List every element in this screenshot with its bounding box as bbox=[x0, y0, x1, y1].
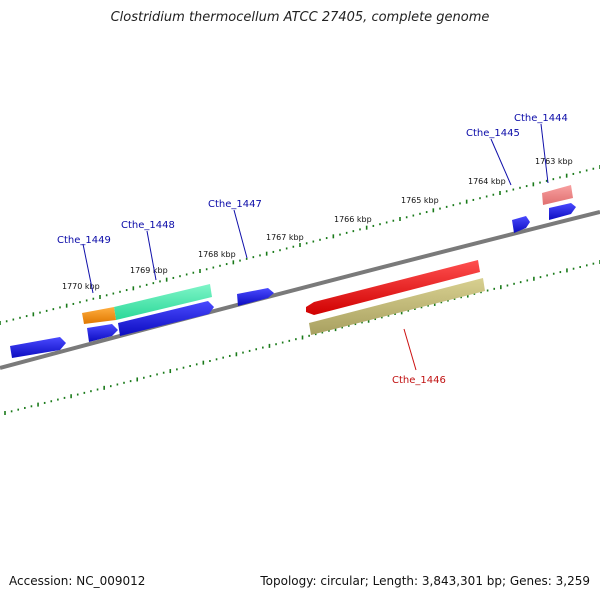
leader-cthe-1445 bbox=[490, 138, 512, 186]
gene-feature-blue-small[interactable] bbox=[87, 324, 118, 342]
gene-feature-cthe-1444[interactable] bbox=[549, 203, 576, 220]
outer-tick-track bbox=[0, 165, 600, 325]
genome-summary-text: Topology: circular; Length: 3,843,301 bp… bbox=[260, 574, 590, 588]
gene-label-cthe-1444[interactable]: Cthe_1444 bbox=[514, 113, 568, 124]
gene-label-cthe-1449[interactable]: Cthe_1449 bbox=[57, 235, 111, 246]
gene-label-cthe-1447[interactable]: Cthe_1447 bbox=[208, 199, 262, 210]
kbp-label: 1769 kbp bbox=[130, 266, 168, 275]
gene-feature-blue-long[interactable] bbox=[118, 301, 214, 336]
leader-cthe-1444 bbox=[540, 123, 549, 184]
kbp-label: 1763 kbp bbox=[535, 157, 573, 166]
accession-text: Accession: NC_009012 bbox=[9, 574, 146, 588]
gene-label-cthe-1445[interactable]: Cthe_1445 bbox=[466, 128, 520, 139]
gene-feature-cthe-1448[interactable] bbox=[114, 284, 212, 320]
kbp-label: 1767 kbp bbox=[266, 233, 304, 242]
kbp-label: 1765 kbp bbox=[401, 196, 439, 205]
gene-feature-cthe-1445[interactable] bbox=[512, 216, 530, 233]
gene-feature-cthe-1447[interactable] bbox=[237, 288, 274, 306]
gene-feature-cthe-1446[interactable] bbox=[306, 260, 480, 315]
gene-feature-blue-left[interactable] bbox=[10, 337, 66, 358]
genome-backbone bbox=[0, 210, 600, 370]
kbp-label: 1764 kbp bbox=[468, 177, 506, 186]
leader-cthe-1448 bbox=[146, 230, 157, 281]
leader-cthe-1447 bbox=[233, 209, 248, 259]
gene-label-cthe-1446[interactable]: Cthe_1446 bbox=[392, 375, 446, 386]
gene-feature-olive[interactable] bbox=[309, 278, 485, 335]
kbp-label: 1766 kbp bbox=[334, 215, 372, 224]
gene-feature-cthe-1449[interactable] bbox=[82, 307, 116, 324]
kbp-label: 1768 kbp bbox=[198, 250, 236, 259]
leader-cthe-1449 bbox=[82, 243, 94, 294]
gene-feature-pink[interactable] bbox=[542, 185, 573, 205]
leader-cthe-1446 bbox=[403, 328, 417, 371]
kbp-label: 1770 kbp bbox=[62, 282, 100, 291]
gene-label-cthe-1448[interactable]: Cthe_1448 bbox=[121, 220, 175, 231]
map-title: Clostridium thermocellum ATCC 27405, com… bbox=[110, 10, 490, 25]
